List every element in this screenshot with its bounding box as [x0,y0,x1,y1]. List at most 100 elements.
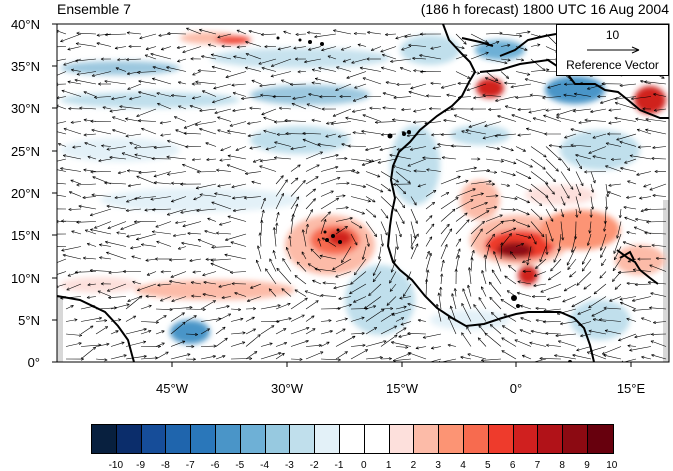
wind-vector-head [510,85,514,89]
wind-vector [247,133,262,137]
wind-vector-head [68,191,73,195]
wind-vector [159,121,172,124]
wind-vector [620,302,637,310]
wind-vector-head [326,341,330,345]
wind-vector [645,118,667,122]
wind-vector [560,321,577,325]
wind-vector [584,171,607,173]
lat-label: 30°N [10,101,40,116]
wind-vector [380,183,391,192]
wind-vector-head [476,71,480,75]
wind-vector [517,133,532,136]
wind-vector [367,31,382,35]
wind-vector [500,44,511,47]
wind-vector-head [372,272,376,276]
wind-vector [419,54,442,60]
wind-vector [395,233,398,250]
wind-vector-head [461,332,465,336]
wind-vector-head [240,317,244,321]
wind-vector [352,132,367,135]
wind-vector-head [225,75,229,79]
wind-vector-head [204,230,208,234]
wind-vector-head [258,232,262,236]
wind-vector [96,33,112,36]
wind-vector-head [453,288,457,292]
wind-vector-head [404,35,408,39]
wind-vector [83,133,97,136]
wind-vector-head [194,123,199,127]
wind-vector-head [295,177,299,181]
wind-vector-head [156,240,160,244]
reference-vector-magnitude: 10 [605,28,620,42]
wind-vector [174,116,187,122]
wind-vector-head [573,92,578,96]
wind-vector [451,293,457,310]
wind-vector-head [354,242,358,246]
wind-vector-head [393,325,398,329]
wind-vector-head [191,158,196,162]
wind-vector [605,142,622,147]
wind-vector [626,318,637,322]
wind-vector-head [484,332,488,336]
wind-vector [362,246,367,260]
wind-vector-head [281,352,285,356]
wind-vector [391,308,412,316]
wind-vector [111,96,127,100]
wind-vector [649,183,667,191]
colorbar-swatch [463,425,489,453]
wind-vector [116,232,127,235]
colorbar-tick-label: 10 [606,460,618,471]
wind-vector-head [319,254,323,258]
wind-vector-head [278,352,282,356]
wind-vector-head [220,148,224,152]
colorbar-swatch [191,425,216,453]
wind-vector [260,197,266,210]
wind-vector [326,121,337,124]
wind-vector-head [572,109,576,113]
wind-vector [104,182,127,185]
wind-vector [431,346,442,349]
wind-vector-head [175,129,179,133]
wind-vector-head [126,31,130,35]
wind-vector-head [181,340,186,344]
coastlines [57,24,669,362]
wind-vector [83,91,97,97]
colorbar-swatch [488,425,514,453]
wind-vector-head [297,70,301,74]
wind-vector [259,232,262,247]
wind-vector-head [160,47,165,51]
wind-vector-head [263,129,267,133]
wind-vector [320,190,334,197]
wind-vector-head [414,220,418,224]
wind-vector [251,80,262,85]
wind-vector-head [143,327,147,332]
wind-vector-head [241,96,245,100]
wind-vector-head [337,358,341,362]
wind-vector-head [539,356,543,361]
wind-vector [582,246,592,265]
wind-vector-head [362,184,366,188]
colorbar-swatch [141,425,167,453]
wind-vector-head [619,297,623,301]
wind-vector-head [588,329,592,333]
colorbar-swatch [240,425,266,453]
wind-vector-head [202,307,206,312]
wind-vector-head [528,110,532,114]
wind-vector [161,46,172,50]
wind-vector [61,90,82,97]
wind-vector-head [641,355,645,359]
wind-vector-head [325,134,329,138]
wind-vector [115,67,127,72]
colorbar-tick-label: -5 [235,460,245,471]
wind-vector [290,314,305,322]
wind-vector [129,96,142,100]
wind-vector-head [399,296,403,300]
wind-vector [426,169,442,172]
wind-vector [109,108,127,112]
wind-vector-head [354,271,358,276]
wind-vector-head [264,45,268,49]
wind-vector-head [580,182,584,187]
wind-vector-head [462,288,466,292]
wind-vector-head [650,332,655,336]
wind-vector-head [610,157,615,161]
